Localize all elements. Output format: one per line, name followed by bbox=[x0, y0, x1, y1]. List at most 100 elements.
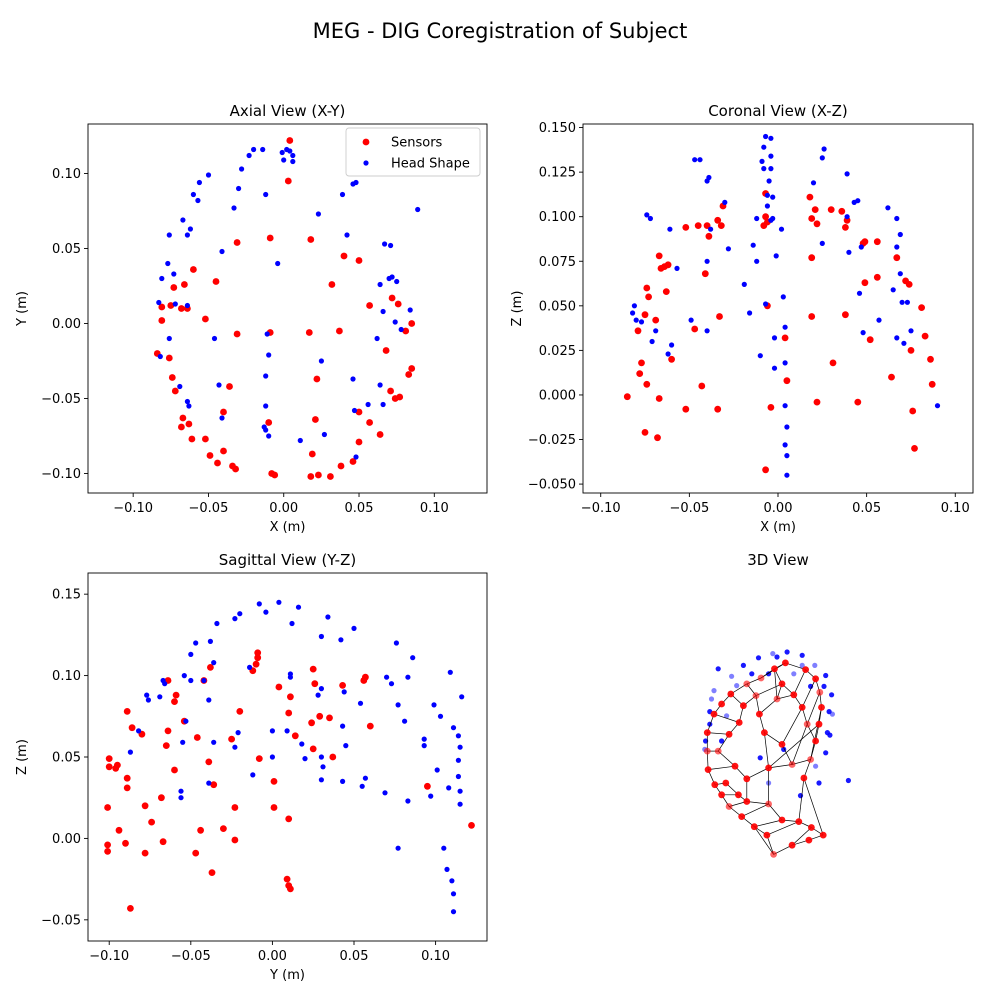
panel-title: Coronal View (X-Z) bbox=[708, 102, 848, 120]
sensor-point bbox=[468, 822, 475, 829]
y-tick-label: 0.05 bbox=[52, 751, 81, 766]
sensor-point-3d bbox=[738, 813, 746, 820]
head-shape-point bbox=[894, 335, 900, 341]
head-shape-point bbox=[393, 640, 399, 646]
sensor-point bbox=[190, 266, 197, 273]
sensor-point-3d bbox=[763, 831, 771, 839]
sensor-point-3d bbox=[711, 781, 719, 789]
head-shape-point bbox=[665, 351, 671, 357]
sensor-point bbox=[206, 452, 214, 459]
head-shape-point bbox=[885, 205, 891, 211]
head-shape-point bbox=[237, 611, 243, 617]
sensor-point bbox=[716, 313, 723, 320]
sensor-link-line bbox=[803, 777, 824, 836]
head-shape-point bbox=[761, 144, 767, 150]
y-tick-label: 0.10 bbox=[52, 669, 81, 684]
head-shape-point bbox=[263, 609, 269, 615]
head-shape-point bbox=[763, 301, 769, 307]
head-shape-point-3d bbox=[774, 654, 780, 660]
head-shape-point-3d bbox=[845, 777, 852, 784]
y-tick-label: 0.125 bbox=[539, 166, 576, 181]
sensor-point bbox=[179, 414, 187, 422]
sensor-link-line bbox=[810, 707, 822, 760]
head-shape-point bbox=[318, 754, 324, 760]
sensor-point bbox=[141, 802, 149, 810]
sensor-point-3d bbox=[714, 747, 722, 755]
x-tick-label: −0.10 bbox=[89, 949, 129, 964]
sensor-point-3d bbox=[818, 704, 825, 711]
panel-title: Sagittal View (Y-Z) bbox=[219, 551, 356, 569]
head-shape-point bbox=[782, 403, 788, 409]
sensor-point-3d bbox=[795, 818, 803, 825]
sensor-point bbox=[652, 316, 660, 324]
sensor-point-3d bbox=[790, 691, 798, 699]
head-shape-point bbox=[232, 744, 238, 750]
sensor-point bbox=[291, 732, 299, 740]
legend-marker bbox=[362, 138, 370, 146]
head-shape-point bbox=[318, 686, 324, 692]
sensor-point bbox=[232, 465, 240, 473]
head-shape-point bbox=[855, 198, 861, 204]
head-shape-point bbox=[211, 739, 217, 745]
head-shape-point bbox=[206, 780, 212, 786]
sensor-point bbox=[662, 288, 670, 295]
sensor-point bbox=[254, 654, 262, 662]
sensor-link-line bbox=[768, 803, 783, 821]
head-shape-point bbox=[287, 674, 293, 680]
sensor-point bbox=[842, 311, 849, 319]
sensor-point-3d bbox=[798, 704, 806, 711]
x-tick-label: 0.05 bbox=[345, 501, 374, 516]
sensor-point bbox=[806, 193, 814, 201]
sensor-point bbox=[212, 278, 220, 285]
head-shape-point-3d bbox=[812, 662, 818, 669]
sensor-point bbox=[641, 311, 649, 319]
sensor-point bbox=[122, 839, 129, 847]
head-shape-point bbox=[459, 694, 465, 700]
sensor-point-3d bbox=[718, 791, 725, 799]
head-shape-point bbox=[759, 158, 765, 164]
head-shape-point bbox=[264, 331, 270, 337]
sensor-point bbox=[705, 232, 713, 240]
head-shape-point-3d bbox=[703, 738, 709, 744]
sensor-point bbox=[762, 213, 769, 221]
x-tick-label: −0.05 bbox=[669, 501, 709, 516]
sensor-point bbox=[270, 778, 278, 785]
head-shape-point bbox=[771, 335, 778, 341]
y-tick-label: −0.025 bbox=[528, 433, 576, 448]
head-shape-point bbox=[380, 401, 386, 408]
sensor-point bbox=[309, 665, 317, 673]
sensor-point bbox=[701, 270, 709, 278]
sensor-point bbox=[928, 380, 936, 388]
head-shape-point bbox=[402, 718, 408, 724]
head-shape-point bbox=[377, 281, 383, 288]
head-shape-point bbox=[320, 764, 326, 770]
sensor-point bbox=[252, 660, 260, 668]
sensor-link-line bbox=[774, 668, 778, 700]
head-shape-point bbox=[934, 403, 941, 409]
head-shape-point bbox=[377, 382, 383, 388]
y-tick-label: −0.05 bbox=[41, 913, 81, 928]
head-shape-point-3d bbox=[813, 763, 819, 769]
y-tick-label: 0.00 bbox=[52, 317, 81, 332]
sensor-point bbox=[340, 252, 348, 260]
sensor-point bbox=[355, 408, 363, 416]
head-shape-point bbox=[145, 697, 151, 703]
sensor-link-line bbox=[798, 777, 805, 822]
head-shape-point bbox=[846, 249, 852, 255]
sensor-link-line bbox=[766, 834, 774, 855]
sensor-link-line bbox=[741, 803, 769, 817]
sensor-point bbox=[193, 734, 201, 741]
head-shape-point bbox=[384, 674, 390, 680]
sensor-point bbox=[641, 429, 649, 436]
head-shape-point bbox=[351, 625, 357, 632]
head-shape-point bbox=[447, 669, 453, 675]
head-shape-point bbox=[180, 739, 186, 745]
sensor-point-3d bbox=[802, 666, 809, 673]
sensor-point bbox=[905, 281, 913, 288]
sensor-point bbox=[165, 354, 173, 362]
head-shape-point-3d bbox=[808, 683, 814, 690]
head-shape-point bbox=[754, 258, 760, 264]
sensor-point-3d bbox=[819, 831, 827, 839]
x-tick-label: 0.00 bbox=[269, 501, 298, 516]
sensor-point bbox=[783, 377, 791, 385]
